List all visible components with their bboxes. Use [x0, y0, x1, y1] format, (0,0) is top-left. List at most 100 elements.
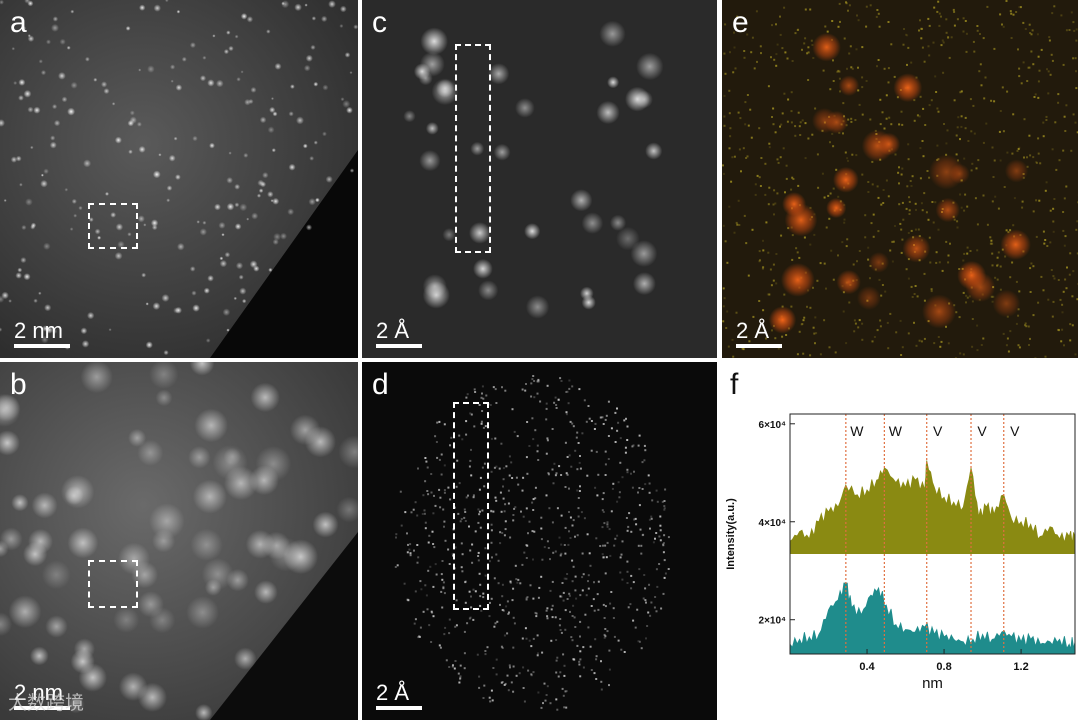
noise-pixel	[909, 209, 911, 211]
texture-dot	[46, 39, 51, 44]
noise-pixel	[431, 492, 433, 494]
noise-pixel	[773, 59, 775, 61]
texture-dot	[993, 290, 1021, 318]
noise-pixel	[607, 526, 609, 528]
noise-pixel	[755, 194, 757, 196]
noise-pixel	[656, 610, 658, 612]
noise-pixel	[1018, 68, 1020, 70]
noise-pixel	[495, 500, 497, 502]
noise-pixel	[1060, 340, 1062, 342]
texture-dot	[21, 225, 26, 230]
noise-pixel	[878, 59, 880, 61]
noise-pixel	[504, 510, 506, 512]
noise-pixel	[1075, 353, 1077, 355]
noise-pixel	[980, 63, 982, 65]
noise-pixel	[491, 542, 493, 544]
texture-dot	[202, 558, 234, 590]
noise-pixel	[942, 270, 944, 272]
noise-pixel	[563, 592, 565, 594]
noise-pixel	[596, 494, 598, 496]
noise-pixel	[1072, 324, 1074, 326]
noise-pixel	[580, 468, 582, 470]
noise-pixel	[922, 140, 924, 142]
noise-pixel	[546, 694, 548, 696]
panel-c-scale-text: 2 Å	[376, 318, 409, 343]
texture-dot	[191, 291, 196, 296]
noise-pixel	[803, 317, 805, 319]
noise-pixel	[1052, 208, 1054, 210]
noise-pixel	[650, 602, 652, 604]
noise-pixel	[582, 553, 584, 555]
noise-pixel	[774, 203, 776, 205]
series-upper-area	[790, 461, 1075, 554]
noise-pixel	[959, 316, 961, 318]
noise-pixel	[533, 531, 535, 533]
noise-pixel	[1037, 137, 1039, 139]
noise-pixel	[490, 510, 492, 512]
noise-pixel	[459, 678, 461, 680]
noise-pixel	[724, 297, 726, 299]
noise-pixel	[469, 618, 471, 620]
noise-pixel	[869, 119, 871, 121]
texture-dot	[256, 446, 292, 482]
noise-pixel	[960, 126, 962, 128]
noise-pixel	[978, 70, 980, 72]
noise-pixel	[491, 524, 493, 526]
noise-pixel	[729, 112, 731, 114]
noise-pixel	[911, 286, 913, 288]
noise-pixel	[512, 514, 514, 516]
noise-pixel	[605, 463, 607, 465]
noise-pixel	[449, 619, 451, 621]
noise-pixel	[494, 577, 496, 579]
noise-pixel	[516, 675, 518, 677]
noise-pixel	[961, 115, 963, 117]
noise-pixel	[861, 174, 863, 176]
noise-pixel	[583, 573, 585, 575]
noise-pixel	[664, 559, 666, 561]
noise-pixel	[760, 45, 762, 47]
noise-pixel	[890, 43, 892, 45]
noise-pixel	[955, 357, 957, 358]
texture-dot	[322, 132, 327, 137]
noise-pixel	[1075, 70, 1077, 72]
noise-pixel	[777, 158, 779, 160]
noise-pixel	[922, 47, 924, 49]
noise-pixel	[1048, 36, 1050, 38]
noise-pixel	[641, 647, 643, 649]
texture-dot	[70, 10, 74, 14]
texture-dot	[403, 110, 415, 122]
noise-pixel	[489, 615, 491, 617]
noise-pixel	[638, 445, 640, 447]
texture-dot	[112, 102, 115, 105]
noise-pixel	[1075, 57, 1077, 59]
texture-dot	[67, 46, 71, 50]
noise-pixel	[933, 7, 935, 9]
noise-pixel	[1035, 199, 1037, 201]
texture-dot	[303, 144, 308, 149]
noise-pixel	[898, 203, 900, 205]
noise-pixel	[584, 517, 586, 519]
noise-pixel	[597, 474, 599, 476]
texture-dot	[328, 0, 336, 8]
noise-pixel	[587, 626, 589, 628]
noise-pixel	[574, 589, 576, 591]
noise-pixel	[651, 499, 653, 501]
noise-pixel	[509, 537, 511, 539]
noise-pixel	[832, 145, 834, 147]
noise-pixel	[586, 421, 588, 423]
noise-pixel	[578, 664, 580, 666]
noise-pixel	[495, 402, 497, 404]
noise-pixel	[888, 117, 890, 119]
noise-pixel	[975, 197, 977, 199]
noise-pixel	[606, 556, 608, 558]
noise-pixel	[581, 432, 583, 434]
noise-pixel	[491, 471, 493, 473]
noise-pixel	[417, 468, 419, 470]
noise-pixel	[1003, 333, 1005, 335]
noise-pixel	[501, 595, 503, 597]
noise-pixel	[775, 253, 777, 255]
noise-pixel	[725, 240, 727, 242]
panel-c-scale-line	[376, 344, 422, 348]
noise-pixel	[500, 492, 502, 494]
texture-dot	[13, 81, 17, 85]
